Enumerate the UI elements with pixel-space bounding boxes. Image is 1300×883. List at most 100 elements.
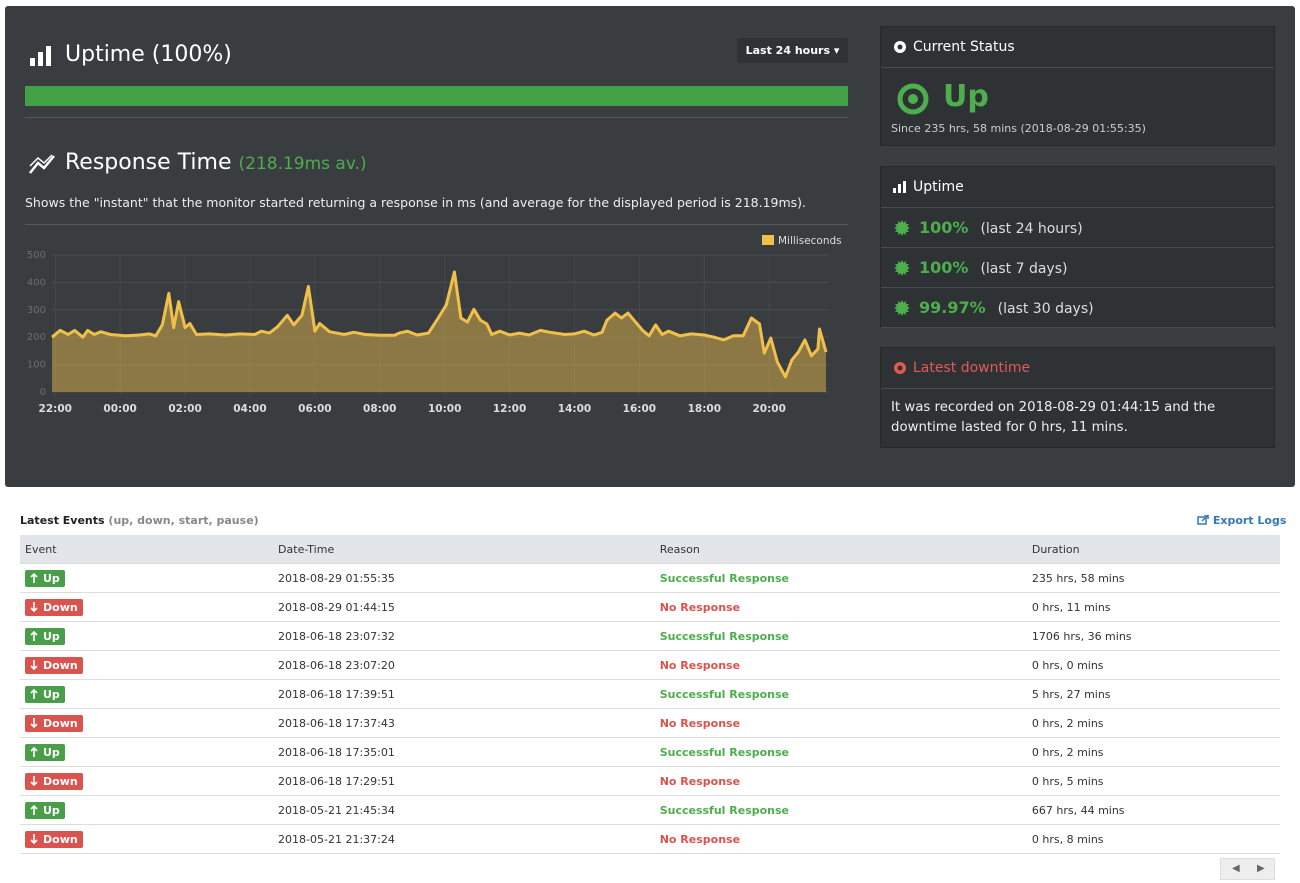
event-time: 2018-06-18 17:39:51	[273, 679, 655, 709]
arrow	[30, 833, 38, 844]
arrow-icon	[30, 601, 38, 612]
arrow-icon	[30, 746, 38, 757]
uptime-row: 100% (last 24 hours)	[881, 208, 1274, 248]
uptime-value: 100%	[919, 258, 969, 277]
event-reason: No Response	[654, 592, 1027, 622]
event-type: Up	[43, 745, 60, 759]
dot-icon	[894, 362, 906, 374]
event-cell: Down	[20, 766, 274, 796]
export-label[interactable]: Export Logs	[1212, 514, 1287, 527]
legend-label: Milliseconds	[778, 235, 842, 247]
period-button[interactable]: Last 24 hours ▾	[737, 38, 848, 63]
event-type: Up	[43, 629, 60, 643]
event-duration: 667 hrs, 44 mins	[1026, 795, 1280, 825]
period-label[interactable]: Last 24 hours	[745, 44, 831, 57]
event-time: 2018-06-18 23:07:20	[273, 650, 655, 680]
event-cell: Down	[20, 708, 274, 738]
y-tick-label: 0	[40, 387, 46, 398]
event-row: Up 2018-05-21 21:45:34 Successful Response…	[20, 795, 1280, 825]
arrow-icon	[30, 775, 38, 786]
panel-header: Latest downtime	[881, 348, 1274, 389]
panel-header: Current Status	[881, 27, 1274, 68]
column-header: Date-Time	[273, 535, 655, 564]
event-time: 2018-06-18 17:35:01	[273, 737, 655, 767]
uptime-row: 100% (last 7 days)	[881, 248, 1274, 288]
y-tick-label: 300	[27, 305, 46, 316]
arrow-icon	[30, 572, 38, 583]
arrow	[30, 601, 38, 612]
events-subtitle: (up, down, start, pause)	[108, 514, 259, 527]
arrow	[30, 572, 38, 583]
x-tick-label: 06:00	[298, 403, 331, 415]
event-type: Down	[43, 600, 78, 614]
event-badge: Up	[25, 743, 65, 761]
badge-shape	[894, 260, 910, 276]
header-row: Event Date-Time Reason Duration	[20, 535, 1280, 564]
event-time: 2018-08-29 01:44:15	[273, 592, 655, 622]
events-table: Event Date-Time Reason Duration Up 2018-08-29…	[20, 535, 1280, 854]
event-cell: Down	[20, 650, 274, 680]
arrow	[30, 659, 38, 670]
event-duration: 0 hrs, 2 mins	[1026, 737, 1280, 767]
bar-icon	[30, 46, 51, 66]
x-tick-label: 12:00	[493, 403, 526, 415]
bar-icon	[893, 181, 906, 193]
arrow-icon	[30, 833, 38, 844]
uptime-value: 99.97%	[919, 298, 986, 317]
y-tick-label: 200	[27, 332, 46, 343]
status-icon	[897, 83, 929, 115]
event-badge: Down	[25, 830, 83, 848]
event-badge: Up	[25, 569, 65, 587]
event-reason: No Response	[654, 766, 1027, 796]
column-header: Reason	[654, 535, 1027, 564]
event-badge: Up	[25, 801, 65, 819]
prev-page[interactable]: ◀	[1232, 863, 1240, 874]
event-reason: No Response	[654, 824, 1027, 854]
uptime-value: 100%	[919, 218, 969, 237]
y-tick-label: 100	[27, 360, 46, 371]
events-title-text: Latest Events	[20, 514, 105, 527]
arrow	[30, 688, 38, 699]
event-type: Up	[43, 803, 60, 817]
event-row: Up 2018-06-18 23:07:32 Successful Response…	[20, 621, 1280, 651]
event-type: Up	[43, 687, 60, 701]
event-cell: Down	[20, 824, 274, 854]
event-time: 2018-05-21 21:45:34	[273, 795, 655, 825]
x-tick-label: 02:00	[168, 403, 201, 415]
badge-shape	[894, 300, 910, 316]
x-tick-label: 10:00	[428, 403, 461, 415]
trend-icon	[29, 154, 55, 174]
arrow	[30, 775, 38, 786]
event-cell: Up	[20, 563, 274, 593]
x-tick-label: 20:00	[752, 403, 785, 415]
export-logs[interactable]: Export Logs	[1197, 514, 1286, 527]
separator	[25, 224, 848, 225]
event-badge: Down	[25, 772, 83, 790]
badge-icon	[894, 260, 910, 276]
arrow	[30, 717, 38, 728]
x-tick-label: 04:00	[233, 403, 266, 415]
status-since: Since 235 hrs, 58 mins (2018-08-29 01:55…	[891, 122, 1146, 135]
arrow-icon	[30, 717, 38, 728]
event-duration: 0 hrs, 8 mins	[1026, 824, 1280, 854]
export-icon	[1197, 514, 1209, 525]
event-row: Up 2018-06-18 17:39:51 Successful Response…	[20, 679, 1280, 709]
response-average: (218.19ms av.)	[238, 154, 367, 174]
line	[51, 270, 828, 379]
event-time: 2018-06-18 17:29:51	[273, 766, 655, 796]
response-description: Shows the "instant" that the monitor sta…	[25, 195, 807, 210]
column-header: Duration	[1026, 535, 1280, 564]
next-page[interactable]: ▶	[1257, 863, 1265, 874]
badge-icon	[894, 300, 910, 316]
event-row: Down 2018-05-21 21:37:24 No Response 0 hrs,…	[20, 824, 1280, 854]
uptime-bar	[25, 86, 848, 106]
separator	[25, 117, 848, 118]
arrow-icon	[30, 688, 38, 699]
x-tick-label: 00:00	[103, 403, 136, 415]
arrow-icon	[30, 804, 38, 815]
event-reason: Successful Response	[654, 621, 1027, 651]
event-cell: Up	[20, 679, 274, 709]
event-duration: 235 hrs, 58 mins	[1026, 563, 1280, 593]
uptime-panel: Uptime 100% (last 24 hours) 100% (last 7 da…	[880, 166, 1275, 328]
event-row: Up 2018-06-18 17:35:01 Successful Response…	[20, 737, 1280, 767]
